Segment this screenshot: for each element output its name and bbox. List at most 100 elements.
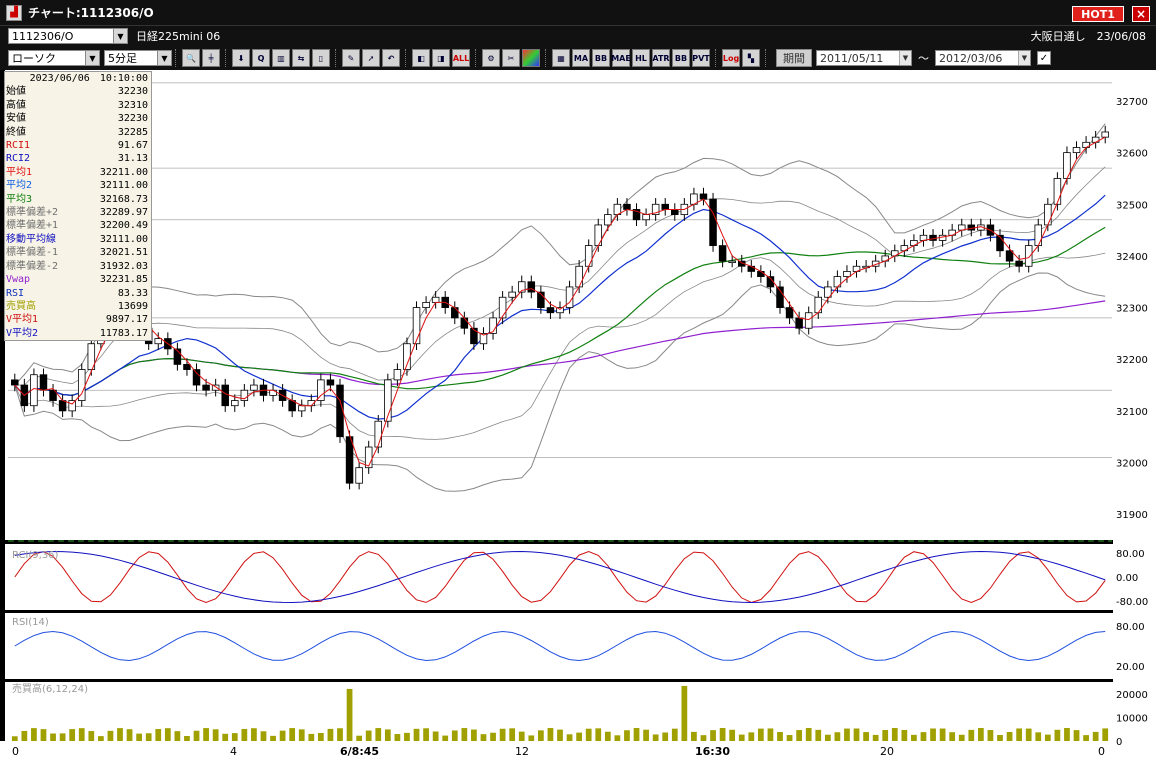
bb2-indicator-icon[interactable]: BB (672, 49, 690, 67)
rsi-panel[interactable] (5, 613, 1113, 679)
candle-body (250, 384, 258, 391)
close-button[interactable]: × (1132, 6, 1150, 22)
info-row: 標準偏差-1 32021.51 (5, 246, 151, 259)
ma-indicator-icon[interactable]: MA (572, 49, 590, 67)
undo-icon[interactable]: ↶ (382, 49, 400, 67)
chart-type-select[interactable]: ローソク ▼ (8, 50, 100, 66)
volume-bar (78, 728, 85, 741)
candle-body (575, 265, 583, 288)
candle-body (11, 379, 19, 386)
volume-bar (528, 735, 535, 741)
candle-body (776, 286, 784, 308)
cursor-icon[interactable]: ➚ (362, 49, 380, 67)
candle-body (546, 307, 555, 314)
volume-bar (901, 729, 908, 741)
pvt-indicator-icon[interactable]: PVT (692, 49, 710, 67)
wrench-icon[interactable]: ✂ (502, 49, 520, 67)
split-panel-icon[interactable]: ▚ (742, 49, 760, 67)
volume-bar (691, 731, 697, 741)
info-row: 安値 32230 (5, 112, 151, 125)
hl-indicator-icon[interactable]: HL (632, 49, 650, 67)
color-palette-icon[interactable] (522, 49, 540, 67)
volume-bar (576, 732, 582, 741)
volume-bar (824, 734, 831, 741)
info-panel: 2023/06/06 10:10:00 始値 32230 高値 32310 安値 3223… (4, 71, 152, 341)
chevron-down-icon[interactable]: ▼ (113, 29, 127, 43)
price-panel[interactable] (5, 70, 1113, 540)
volume-bar (11, 736, 18, 741)
candle-body (355, 467, 363, 484)
info-row: RCI2 31.13 (5, 152, 151, 165)
quote-icon[interactable]: Q (252, 49, 270, 67)
volume-bar (844, 728, 850, 741)
volume-bar (566, 734, 573, 741)
rci-tick-label: 0.00 (1116, 573, 1138, 584)
info-label: 平均1 (6, 166, 33, 178)
volume-bar (31, 728, 37, 741)
volume-bar (767, 728, 774, 741)
candle-body (1005, 250, 1014, 262)
zoom-icon[interactable]: 🔍 (182, 49, 200, 67)
atr-indicator-icon[interactable]: ATR (652, 49, 670, 67)
period-checkbox[interactable]: ✓ (1037, 51, 1051, 65)
download-icon[interactable]: ⬇ (232, 49, 250, 67)
candle-body (58, 400, 67, 412)
volume-bar (1083, 735, 1089, 741)
window-titlebar: ▟ チャート:1112306/O HOT1 × (0, 0, 1156, 26)
info-label: 移動平均線 (6, 233, 56, 245)
indicator-grid-icon[interactable]: ▦ (552, 49, 570, 67)
volume-bar (231, 733, 238, 741)
chart-area[interactable]: 32700 32600 32500 32400 32300 32200 32100 32000… (0, 70, 1156, 760)
grid-icon[interactable]: ╪ (202, 49, 220, 67)
volume-bar (978, 728, 984, 741)
symbol-bar: 1112306/O ▼ 日経225mini 06 大阪日通し 23/06/08 (0, 26, 1156, 46)
volume-bar (432, 731, 439, 741)
ma3-line (14, 226, 1106, 397)
volume-bar (729, 729, 736, 741)
price-series (8, 82, 1112, 542)
volume-bar (98, 736, 104, 741)
from-date-field[interactable]: 2011/05/11 ▼ (816, 50, 912, 66)
volume-bar (949, 732, 956, 741)
arrows-icon[interactable]: ⇆ (292, 49, 310, 67)
candle-right-icon[interactable]: ◨ (432, 49, 450, 67)
interval-select[interactable]: 5分足 ▼ (104, 50, 172, 66)
info-label: 高値 (6, 99, 26, 111)
candle-body (1024, 245, 1033, 267)
rci-tick-label: 80.00 (1116, 549, 1145, 560)
candle-body (336, 384, 344, 438)
log-scale-icon[interactable]: Log (722, 49, 740, 67)
candle-body (393, 369, 402, 381)
volume-bar (327, 728, 334, 741)
chevron-down-icon[interactable]: ▼ (157, 51, 171, 65)
info-value: 91.67 (117, 140, 148, 152)
chevron-down-icon[interactable]: ▼ (1018, 51, 1030, 65)
symbol-code-combo[interactable]: 1112306/O ▼ (8, 28, 128, 44)
all-icon[interactable]: ALL (452, 49, 470, 67)
candle-body (508, 291, 516, 298)
volume-bar (681, 685, 688, 741)
bar-chart-icon[interactable]: ▥ (272, 49, 290, 67)
info-label: RCI2 (6, 153, 31, 165)
pencil-icon[interactable]: ✎ (342, 49, 360, 67)
chevron-down-icon[interactable]: ▼ (85, 51, 99, 65)
time-tick-label: 0 (12, 745, 19, 758)
price-tick-label: 32000 (1116, 459, 1148, 470)
period-button[interactable]: 期間 (776, 49, 812, 67)
mae-indicator-icon[interactable]: MAE (611, 49, 631, 67)
to-date-field[interactable]: 2012/03/06 ▼ (935, 50, 1031, 66)
candle-left-icon[interactable]: ◧ (412, 49, 430, 67)
info-value: 32230 (117, 86, 148, 98)
bb-indicator-icon[interactable]: BB (592, 49, 610, 67)
volume-bar (518, 731, 525, 741)
info-row: Vwap 32231.85 (5, 273, 151, 286)
gear-icon[interactable]: ⚙ (482, 49, 500, 67)
volume-bar (1102, 728, 1109, 741)
chevron-down-icon[interactable]: ▼ (899, 51, 911, 65)
hot-button[interactable]: HOT1 (1072, 6, 1124, 22)
price-tick-label: 32300 (1116, 304, 1148, 315)
volume-bar (987, 730, 994, 741)
candle-body (374, 420, 383, 448)
candle-body (814, 296, 823, 314)
volume-bar (748, 732, 755, 741)
